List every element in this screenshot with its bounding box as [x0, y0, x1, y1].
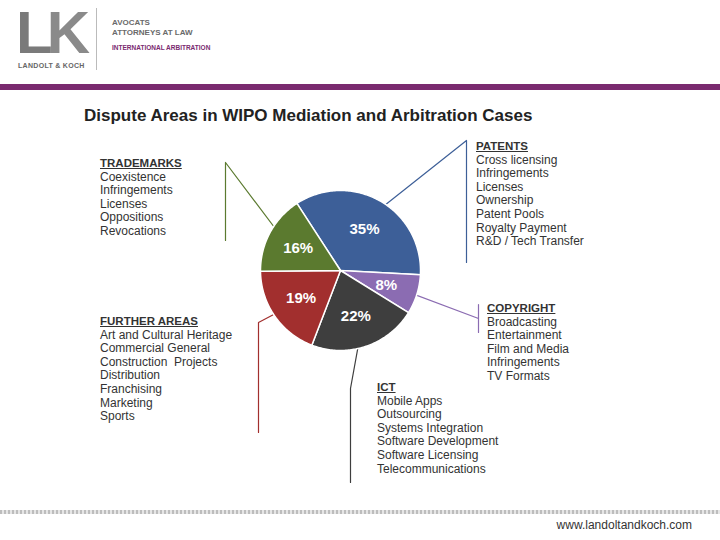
html-text:Commercial General: Commercial General — [100, 341, 210, 356]
html-text:Dispute Areas in WIPO Mediatio: Dispute Areas in WIPO Mediation and Arbi… — [84, 106, 533, 125]
html-text:Broadcasting: Broadcasting — [487, 314, 557, 329]
html-text:Revocations: Revocations — [100, 224, 166, 238]
html-text:Construction Projects: Construction Projects — [100, 354, 218, 369]
svg-text:19%: 19% — [286, 289, 316, 306]
html-text:Telecommunications: Telecommunications — [377, 461, 486, 476]
html-text:Patent Pools: Patent Pools — [476, 207, 544, 221]
html-text:Mobile Apps: Mobile Apps — [377, 393, 443, 408]
html-text:Art and Cultural Heritage: Art and Cultural Heritage — [100, 327, 233, 342]
html-text:Coexistence: Coexistence — [100, 169, 166, 184]
html-text:INTERNATIONAL ARBITRATION: INTERNATIONAL ARBITRATION — [112, 44, 211, 51]
html-text:ICT: ICT — [377, 381, 396, 393]
html-text:AVOCATS: AVOCATS — [112, 18, 150, 27]
html-text:R&D / Tech Transfer: R&D / Tech Transfer — [476, 234, 584, 249]
html-text:Film and Media: Film and Media — [487, 341, 569, 356]
svg-text:22%: 22% — [341, 307, 371, 324]
html-text:Outsourcing: Outsourcing — [377, 407, 442, 422]
html-text:Entertainment: Entertainment — [487, 328, 562, 343]
html-text:Distribution: Distribution — [100, 368, 160, 383]
html-text:Infringements: Infringements — [100, 183, 173, 198]
html-text:Sports: Sports — [100, 409, 135, 424]
html-text:TRADEMARKS: TRADEMARKS — [100, 157, 182, 169]
html-text:Cross licensing: Cross licensing — [476, 152, 558, 167]
html-text:Infringements: Infringements — [476, 166, 549, 181]
html-text:L K: L K — [16, 0, 84, 66]
html-text:Oppositions: Oppositions — [100, 210, 164, 225]
svg-text:16%: 16% — [283, 239, 313, 256]
html-text:Marketing: Marketing — [100, 395, 153, 410]
html-text:Software Development: Software Development — [377, 434, 499, 449]
html-text:LANDOLT & KOCH: LANDOLT & KOCH — [18, 62, 85, 69]
svg-text:8%: 8% — [375, 276, 397, 293]
html-text:Franchising: Franchising — [100, 382, 162, 396]
html-text:Licenses: Licenses — [476, 179, 524, 194]
html-text:Software Licensing: Software Licensing — [377, 448, 479, 462]
html-text:www.landoltandkoch.com: www.landoltandkoch.com — [556, 518, 692, 532]
html-text:Licenses: Licenses — [100, 196, 148, 211]
html-text:PATENTS: PATENTS — [476, 140, 528, 152]
html-text:Infringements: Infringements — [487, 355, 560, 370]
html-text:Systems Integration: Systems Integration — [377, 420, 484, 435]
svg-text:35%: 35% — [349, 220, 379, 237]
html-text:Royalty Payment: Royalty Payment — [476, 220, 567, 235]
html-text:Ownership: Ownership — [476, 193, 534, 208]
html-text:ATTORNEYS AT LAW: ATTORNEYS AT LAW — [112, 28, 193, 37]
html-text:COPYRIGHT: COPYRIGHT — [487, 302, 556, 314]
html-text:FURTHER AREAS: FURTHER AREAS — [100, 315, 198, 327]
html-text:TV Formats: TV Formats — [487, 369, 550, 383]
